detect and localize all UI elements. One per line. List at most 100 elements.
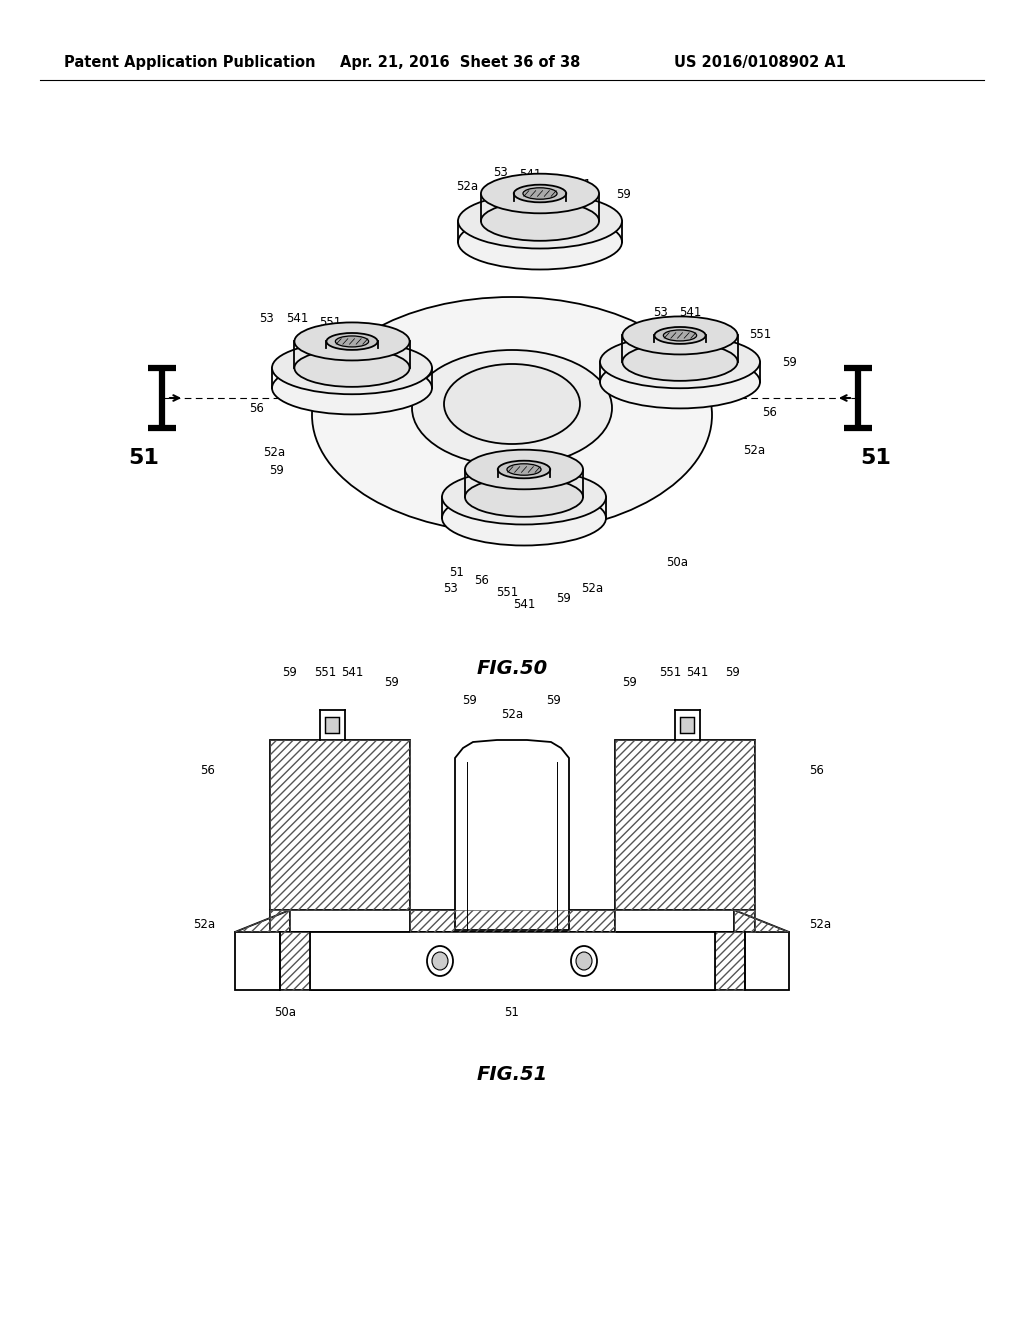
Ellipse shape — [600, 335, 760, 388]
Ellipse shape — [664, 330, 696, 341]
Text: 59: 59 — [463, 693, 477, 706]
Text: 53: 53 — [493, 165, 507, 178]
Ellipse shape — [327, 333, 378, 350]
Text: 53: 53 — [652, 305, 668, 318]
Text: 59: 59 — [726, 665, 740, 678]
Text: 56: 56 — [200, 763, 215, 776]
Text: FIG.50: FIG.50 — [476, 659, 548, 677]
Ellipse shape — [432, 952, 449, 970]
Text: 59: 59 — [616, 189, 632, 202]
Ellipse shape — [623, 343, 737, 381]
Text: 53: 53 — [260, 312, 274, 325]
Ellipse shape — [654, 327, 706, 345]
Text: US 2016/0108902 A1: US 2016/0108902 A1 — [674, 55, 846, 70]
Ellipse shape — [427, 946, 453, 975]
Text: 52a: 52a — [581, 582, 603, 594]
Ellipse shape — [571, 946, 597, 975]
Text: 52a: 52a — [263, 446, 285, 458]
Text: Patent Application Publication: Patent Application Publication — [65, 55, 315, 70]
Text: 56: 56 — [809, 763, 824, 776]
Text: 53: 53 — [442, 582, 458, 594]
Ellipse shape — [523, 187, 557, 199]
Text: 541: 541 — [513, 598, 536, 611]
Text: 541: 541 — [286, 312, 308, 325]
Text: 59: 59 — [385, 676, 399, 689]
Ellipse shape — [312, 297, 712, 533]
Text: 551: 551 — [749, 329, 771, 342]
Ellipse shape — [465, 478, 583, 517]
Text: 56: 56 — [577, 203, 592, 216]
Text: 551: 551 — [314, 665, 336, 678]
Text: 59: 59 — [283, 665, 297, 678]
Text: 59: 59 — [269, 463, 285, 477]
Bar — [325, 717, 339, 733]
Ellipse shape — [623, 317, 737, 355]
Bar — [615, 741, 755, 909]
Text: 52a: 52a — [809, 917, 831, 931]
Ellipse shape — [444, 364, 580, 444]
Text: Apr. 21, 2016  Sheet 36 of 38: Apr. 21, 2016 Sheet 36 of 38 — [340, 55, 581, 70]
Text: 541: 541 — [679, 305, 701, 318]
Text: 541: 541 — [341, 665, 364, 678]
Bar — [715, 932, 745, 990]
Text: 551: 551 — [496, 586, 518, 598]
Bar — [270, 741, 410, 909]
Ellipse shape — [272, 342, 432, 395]
Polygon shape — [234, 909, 290, 932]
Text: 56: 56 — [250, 401, 264, 414]
Polygon shape — [734, 909, 790, 932]
Text: 50a: 50a — [666, 556, 688, 569]
Ellipse shape — [272, 362, 432, 414]
Text: 56: 56 — [474, 573, 489, 586]
Ellipse shape — [498, 461, 550, 478]
Ellipse shape — [481, 201, 599, 240]
Text: 52a: 52a — [193, 917, 215, 931]
Bar — [234, 932, 790, 990]
Bar — [734, 909, 755, 932]
Text: 551: 551 — [318, 315, 341, 329]
Ellipse shape — [295, 322, 410, 360]
Ellipse shape — [575, 952, 592, 970]
Bar — [734, 909, 755, 932]
Text: 51: 51 — [505, 1006, 519, 1019]
Bar — [410, 909, 615, 932]
Text: 59: 59 — [547, 693, 561, 706]
Ellipse shape — [465, 450, 583, 490]
Text: 50a: 50a — [274, 1006, 296, 1019]
Ellipse shape — [295, 348, 410, 387]
Bar — [280, 932, 310, 990]
Bar — [680, 717, 694, 733]
Ellipse shape — [514, 185, 566, 202]
Ellipse shape — [336, 337, 369, 347]
Ellipse shape — [458, 194, 622, 248]
Text: 541: 541 — [686, 665, 709, 678]
Text: 56: 56 — [763, 405, 777, 418]
Text: 51: 51 — [860, 447, 892, 469]
Text: FIG.51: FIG.51 — [476, 1065, 548, 1085]
Polygon shape — [455, 741, 569, 931]
Text: 551: 551 — [569, 178, 591, 191]
Ellipse shape — [458, 214, 622, 269]
Bar — [410, 909, 615, 932]
Text: 59: 59 — [782, 355, 798, 368]
Text: 51: 51 — [450, 565, 465, 578]
Ellipse shape — [412, 350, 612, 466]
Text: 59: 59 — [623, 676, 637, 689]
Ellipse shape — [442, 491, 606, 545]
Ellipse shape — [481, 174, 599, 214]
Text: 51: 51 — [129, 447, 160, 469]
Bar — [615, 741, 755, 909]
Text: 551: 551 — [658, 665, 681, 678]
Bar — [270, 909, 290, 932]
Text: 52a: 52a — [743, 444, 765, 457]
Text: 52a: 52a — [501, 709, 523, 722]
Ellipse shape — [507, 463, 541, 475]
Text: 52a: 52a — [456, 180, 478, 193]
Ellipse shape — [442, 470, 606, 524]
Ellipse shape — [600, 355, 760, 408]
Text: 541: 541 — [519, 169, 542, 181]
Text: 59: 59 — [557, 591, 571, 605]
Bar — [280, 932, 745, 990]
Bar — [270, 741, 410, 909]
Bar — [270, 909, 290, 932]
